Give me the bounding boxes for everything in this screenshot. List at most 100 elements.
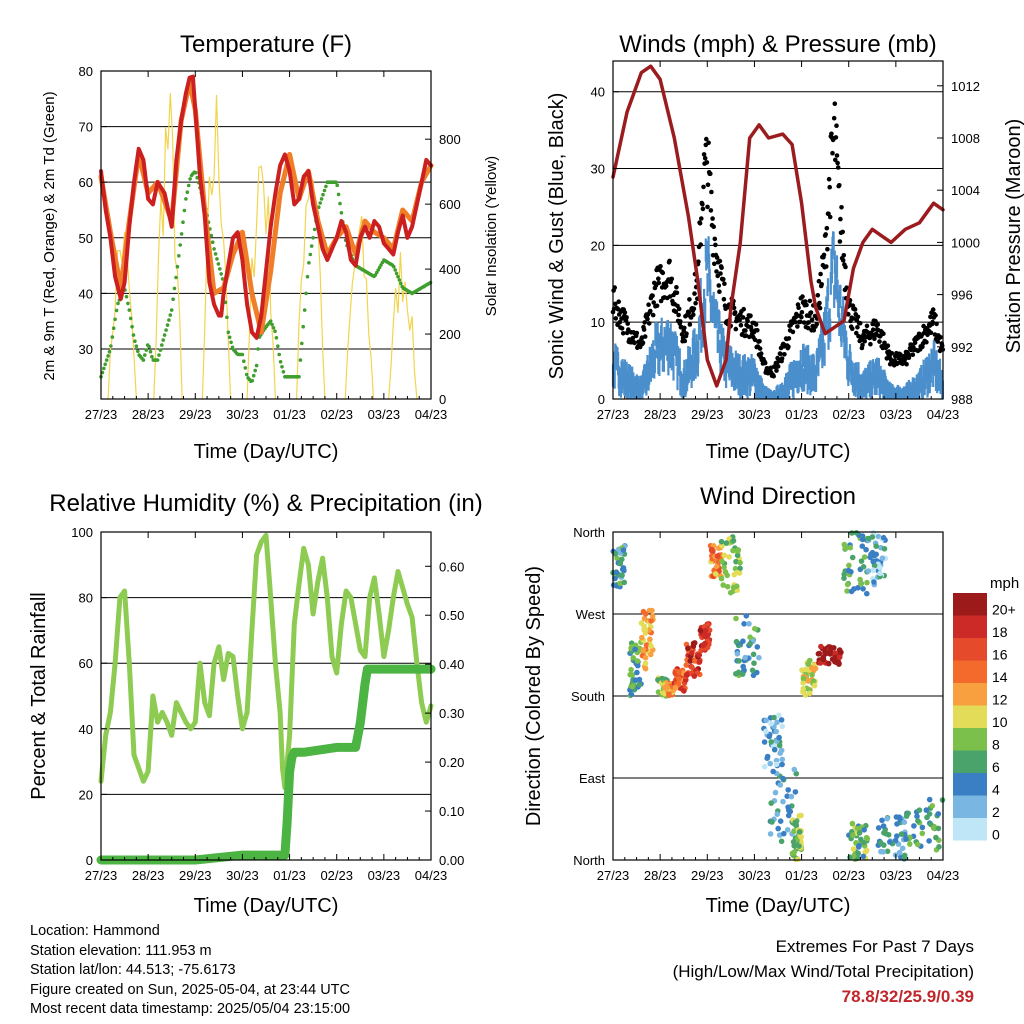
x-tick-label: 03/23 <box>368 407 401 422</box>
direction-point <box>863 847 870 854</box>
direction-point <box>768 800 774 806</box>
x-tick-label: 03/23 <box>368 868 401 883</box>
direction-point <box>926 838 932 844</box>
dewpoint-point <box>225 315 229 320</box>
direction-point <box>796 843 802 849</box>
legend-label: 0 <box>992 826 1000 842</box>
legend-label: 2 <box>992 804 1000 820</box>
direction-point <box>780 798 786 805</box>
temperature-y2label: Solar Insolation (Yellow) <box>483 156 500 316</box>
direction-point <box>702 640 708 647</box>
direction-point <box>785 787 791 793</box>
direction-point <box>619 566 626 573</box>
dewpoint-point <box>113 317 117 322</box>
gust-point <box>713 242 718 248</box>
direction-point <box>737 559 743 566</box>
direction-point <box>630 655 636 661</box>
gust-point <box>705 204 710 210</box>
x-tick-label: 28/23 <box>132 868 165 883</box>
dewpoint-point <box>280 365 284 369</box>
direction-point <box>776 742 783 749</box>
dewpoint-point <box>230 345 235 350</box>
y-tick-label: 0 <box>598 392 605 407</box>
y2-tick-label: 0 <box>439 392 446 407</box>
legend-swatch <box>953 683 987 706</box>
gust-point <box>704 160 710 165</box>
direction-point <box>812 665 819 672</box>
winds-y2label: Station Pressure (Maroon) <box>1003 119 1024 354</box>
gust-point <box>844 285 849 291</box>
direction-point <box>926 796 933 803</box>
direction-point <box>767 760 773 767</box>
direction-point <box>791 849 798 855</box>
y-tick-label: 80 <box>79 591 93 606</box>
gust-point <box>824 264 829 269</box>
gust-point <box>924 339 929 345</box>
direction-point <box>771 714 777 721</box>
y-tick-label: North <box>573 525 605 540</box>
y2-tick-label: 0.50 <box>439 608 464 623</box>
gust-point <box>778 351 783 357</box>
gust-point <box>747 334 752 340</box>
temperature-panel: Temperature (F) 27/23 28/23 29/23 30/23 01/2… <box>41 31 500 463</box>
gust-point <box>700 201 705 207</box>
gust-point <box>679 332 685 337</box>
dewpoint-point <box>168 313 173 317</box>
y-tick-label: 80 <box>79 64 93 79</box>
gust-point <box>862 338 867 344</box>
gust-point <box>928 314 933 320</box>
gust-point <box>757 346 763 351</box>
created-text: Figure created on Sun, 2025-05-04, at 23… <box>30 981 350 998</box>
direction-point <box>746 621 752 627</box>
gust-point <box>701 184 706 190</box>
direction-point <box>749 667 756 674</box>
y-tick-label: 0 <box>86 853 93 868</box>
y2-tick-label: 800 <box>439 132 461 147</box>
speed-legend: 20+ 18 16 14 12 10 8 6 4 2 0 <box>953 593 1016 842</box>
gust-point <box>818 271 823 277</box>
direction-point <box>775 825 781 832</box>
gust-point <box>687 297 692 302</box>
direction-point <box>664 685 671 691</box>
dewpoint-point <box>281 370 286 374</box>
direction-point <box>767 831 774 837</box>
direction-point <box>923 807 930 813</box>
dewpoint-point <box>300 341 304 346</box>
direction-point <box>815 651 822 657</box>
wind-direction-panel: Wind Direction 27/23 28/23 29/23 30/23 01/23… <box>523 483 1019 917</box>
dewpoint-point <box>397 278 402 282</box>
solar-insolation-pulse <box>344 215 375 400</box>
dewpoint-point <box>278 360 283 364</box>
gust-point <box>732 310 738 315</box>
direction-point <box>869 534 876 540</box>
direction-point <box>860 839 867 846</box>
gust-point <box>790 329 796 335</box>
direction-point <box>676 676 682 682</box>
gust-point <box>650 293 655 299</box>
direction-point <box>849 820 856 827</box>
y2-tick-label: 0.20 <box>439 755 464 770</box>
direction-point <box>689 664 695 670</box>
dewpoint-point <box>128 316 133 321</box>
gust-point <box>774 368 779 373</box>
direction-point <box>799 667 805 673</box>
direction-point <box>935 825 942 832</box>
dewpoint-point <box>106 354 110 358</box>
gust-point <box>698 242 703 247</box>
gust-series <box>610 101 946 379</box>
gust-point <box>745 318 750 324</box>
y2-tick-label: 200 <box>439 327 461 342</box>
direction-point <box>640 647 647 653</box>
direction-ylabel: Direction (Colored By Speed) <box>523 566 545 826</box>
direction-point <box>907 841 913 847</box>
dewpoint-point <box>226 330 231 335</box>
legend-swatch <box>953 615 987 638</box>
dewpoint-point <box>209 233 214 238</box>
direction-point <box>714 553 721 559</box>
y2-tick-label: 1000 <box>951 235 980 250</box>
dewpoint-point <box>339 211 344 215</box>
gust-point <box>651 300 656 305</box>
gust-point <box>709 189 714 195</box>
gust-point <box>792 319 798 325</box>
gust-point <box>930 307 936 312</box>
